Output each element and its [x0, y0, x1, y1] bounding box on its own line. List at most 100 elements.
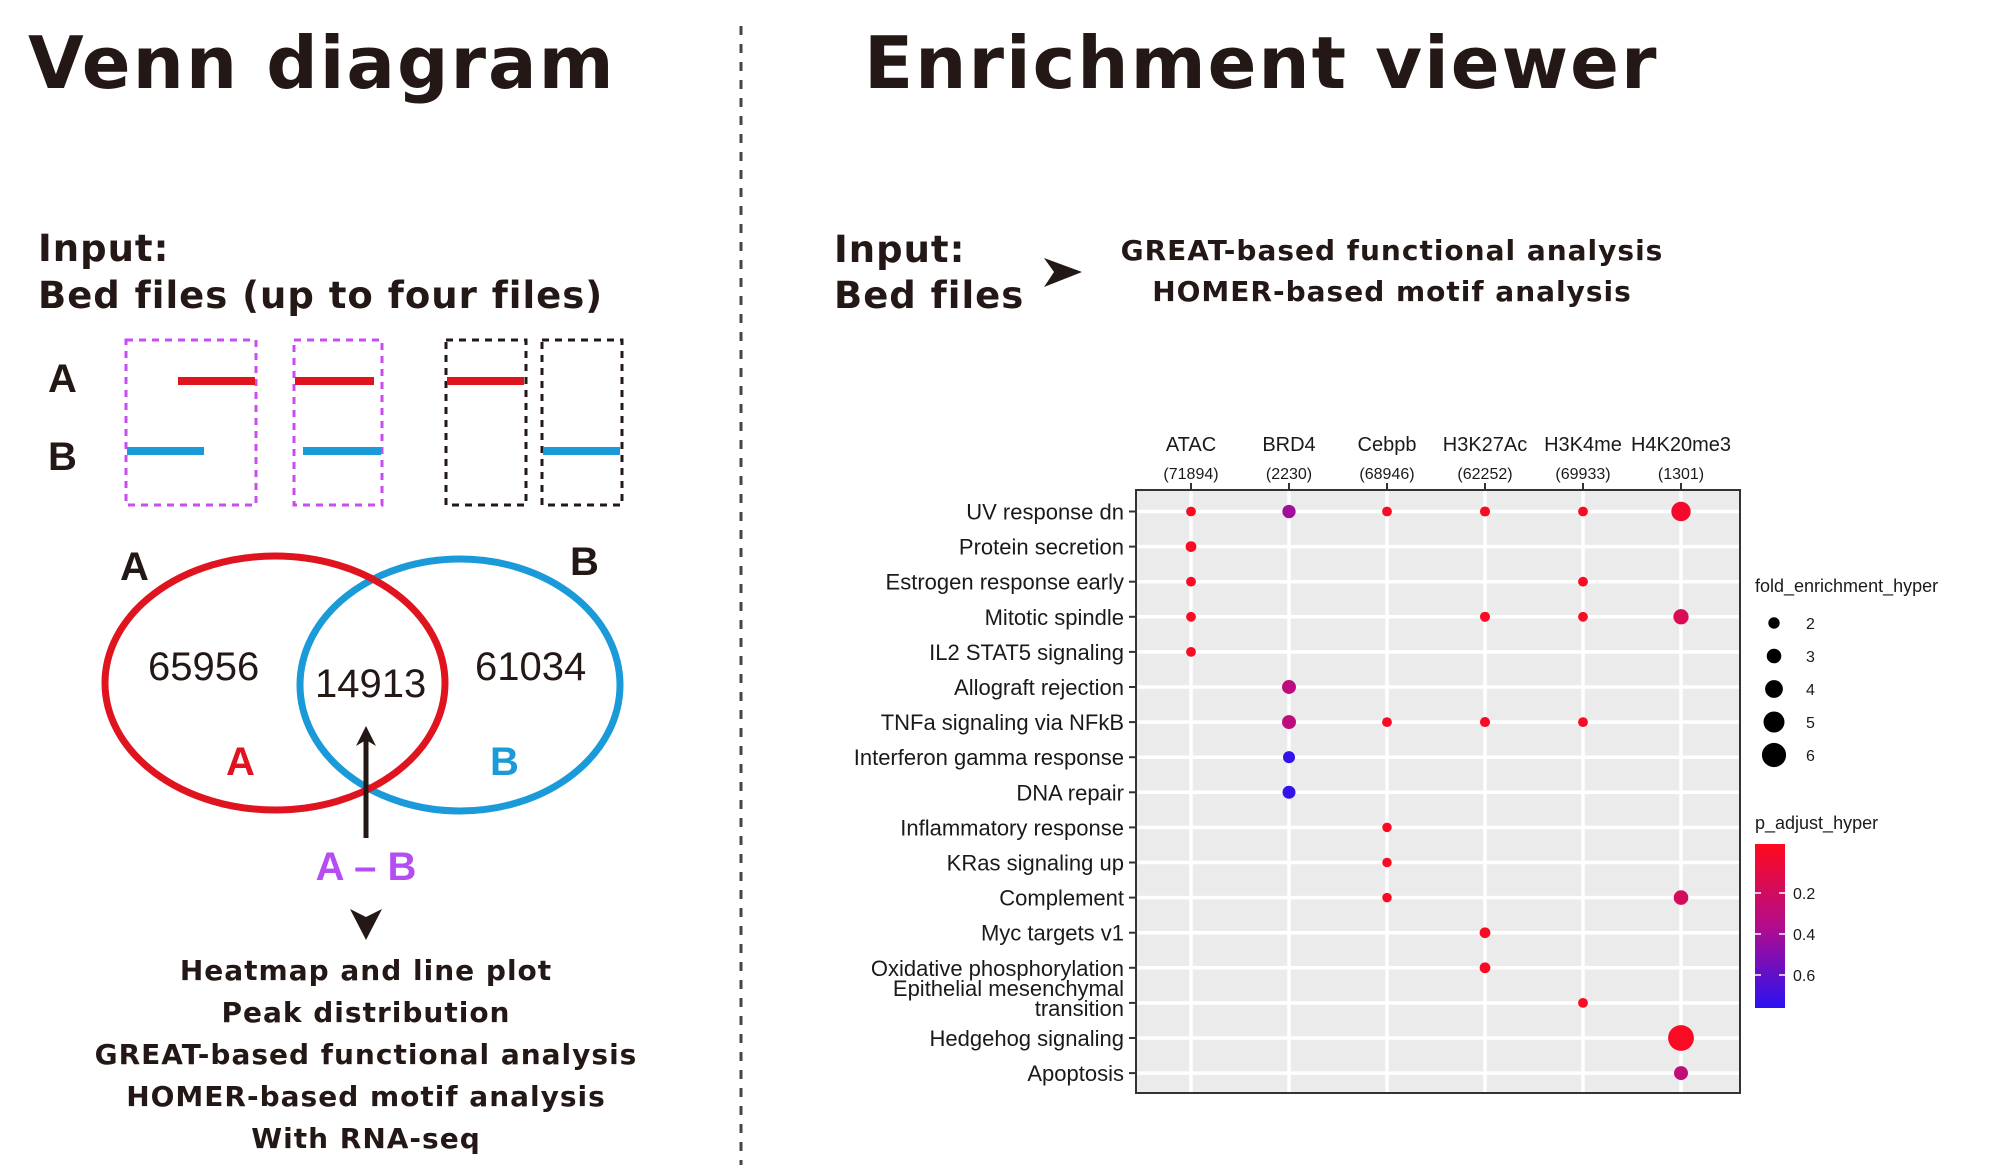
- data-point: [1382, 892, 1392, 903]
- data-point: [1382, 506, 1392, 517]
- data-point: [1382, 717, 1392, 727]
- data-point: [1282, 680, 1296, 694]
- down-arrowhead: [350, 909, 382, 940]
- row-label: KRas signaling up: [947, 851, 1124, 876]
- column-labels: ATAC (71894) BRD4 (2230) Cebpb (68946) H3K27Ac…: [1163, 434, 1731, 490]
- enrich-input-label: Input:: [834, 228, 965, 271]
- enrich-title: Enrichment viewer: [864, 21, 1658, 105]
- data-point: [1186, 611, 1196, 622]
- analysis-item: GREAT-based functional analysis: [1121, 234, 1664, 267]
- gridlines: [1136, 490, 1740, 1093]
- data-point: [1186, 647, 1196, 657]
- size-legend-title: fold_enrichment_hyper: [1755, 576, 1938, 597]
- row-a-label: A: [48, 357, 77, 401]
- column-label: H3K27Ac: [1443, 434, 1528, 456]
- size-legend: fold_enrichment_hyper 2 3 4 5 6: [1755, 576, 1938, 768]
- size-legend-label: 2: [1806, 616, 1815, 633]
- row-label: transition: [1035, 996, 1124, 1021]
- data-point: [1282, 785, 1296, 799]
- data-point: [1578, 611, 1588, 622]
- data-point: [1674, 1066, 1688, 1081]
- color-legend-label: 0.2: [1793, 886, 1815, 903]
- column-label: BRD4: [1262, 434, 1315, 456]
- column-count: (62252): [1457, 466, 1512, 483]
- output-item: Heatmap and line plot: [180, 954, 552, 987]
- data-point: [1282, 504, 1296, 519]
- data-point: [1186, 506, 1196, 517]
- size-legend-dot: [1766, 648, 1782, 664]
- row-label: Complement: [999, 886, 1124, 911]
- data-point: [1282, 751, 1296, 764]
- row-label: UV response dn: [966, 500, 1124, 525]
- data-point: [1186, 576, 1196, 587]
- circle-b: [296, 555, 624, 815]
- row-label: DNA repair: [1016, 780, 1124, 805]
- data-point: [1479, 506, 1491, 517]
- count-overlap: 14913: [315, 662, 426, 706]
- row-label: Inflammatory response: [900, 815, 1124, 840]
- nonoverlap-box-1: [444, 338, 528, 507]
- venn-input-desc: Bed files (up to four files): [38, 274, 603, 317]
- count-b-only: 61034: [475, 645, 586, 689]
- row-label: Myc targets v1: [981, 921, 1124, 946]
- analysis-item: HOMER-based motif analysis: [1152, 275, 1632, 308]
- enrich-input-desc: Bed files: [834, 274, 1024, 317]
- data-point: [1578, 717, 1588, 727]
- data-point: [1479, 962, 1491, 974]
- data-point: [1382, 822, 1392, 833]
- row-label: IL2 STAT5 signaling: [929, 640, 1124, 665]
- color-legend-label: 0.4: [1793, 927, 1815, 944]
- circle-b-label: B: [570, 540, 599, 584]
- data-point: [1671, 501, 1691, 522]
- output-item: With RNA-seq: [251, 1122, 481, 1155]
- row-label: Hedgehog signaling: [930, 1026, 1125, 1051]
- circle-a-label: A: [120, 545, 149, 589]
- output-item: GREAT-based functional analysis: [95, 1038, 638, 1071]
- size-legend-dot: [1763, 711, 1785, 733]
- venn-output-list: Heatmap and line plot Peak distribution …: [95, 954, 638, 1155]
- data-points: [1185, 501, 1694, 1081]
- column-count: (68946): [1359, 466, 1414, 483]
- size-legend-label: 4: [1806, 682, 1815, 699]
- column-count: (1301): [1658, 466, 1704, 483]
- column-count: (2230): [1266, 466, 1312, 483]
- data-point: [1673, 609, 1689, 625]
- venn-input-label: Input:: [38, 227, 169, 270]
- row-label: Estrogen response early: [886, 570, 1124, 595]
- diff-label: A – B: [316, 845, 417, 889]
- overlap-box-1: [124, 338, 258, 507]
- circle-a: [101, 552, 449, 814]
- data-point: [1479, 927, 1491, 939]
- size-legend-label: 3: [1806, 649, 1815, 666]
- size-legend-dot: [1768, 617, 1780, 629]
- data-point: [1185, 541, 1197, 552]
- row-label: Interferon gamma response: [854, 745, 1124, 770]
- row-label: Epithelial mesenchymal: [893, 976, 1124, 1001]
- size-legend-label: 6: [1806, 748, 1815, 765]
- overlap-box-2: [292, 338, 384, 507]
- color-legend: p_adjust_hyper 0.2 0.4 0.6: [1755, 813, 1878, 1008]
- color-bar: [1755, 844, 1785, 1008]
- column-count: (71894): [1163, 466, 1218, 483]
- column-count: (69933): [1555, 466, 1610, 483]
- dot-plot: UV response dn Protein secretion Estrogen …: [854, 434, 1741, 1094]
- size-legend-dot: [1765, 680, 1783, 698]
- row-label: Protein secretion: [959, 535, 1124, 560]
- venn-title: Venn diagram: [28, 21, 616, 105]
- plot-border: [1135, 489, 1741, 1094]
- row-label: Mitotic spindle: [985, 605, 1124, 630]
- column-label: H4K20me3: [1631, 434, 1731, 456]
- row-label: TNFa signaling via NFkB: [881, 710, 1124, 735]
- inner-a-label: A: [226, 740, 255, 784]
- output-item: HOMER-based motif analysis: [126, 1080, 606, 1113]
- nonoverlap-box-2: [540, 338, 624, 507]
- output-item: Peak distribution: [221, 996, 510, 1029]
- row-b-label: B: [48, 435, 77, 479]
- size-legend-dot: [1761, 742, 1787, 768]
- count-a-only: 65956: [148, 645, 259, 689]
- row-label: Apoptosis: [1027, 1061, 1124, 1086]
- color-legend-label: 0.6: [1793, 968, 1815, 985]
- data-point: [1479, 611, 1491, 622]
- data-point: [1578, 998, 1588, 1008]
